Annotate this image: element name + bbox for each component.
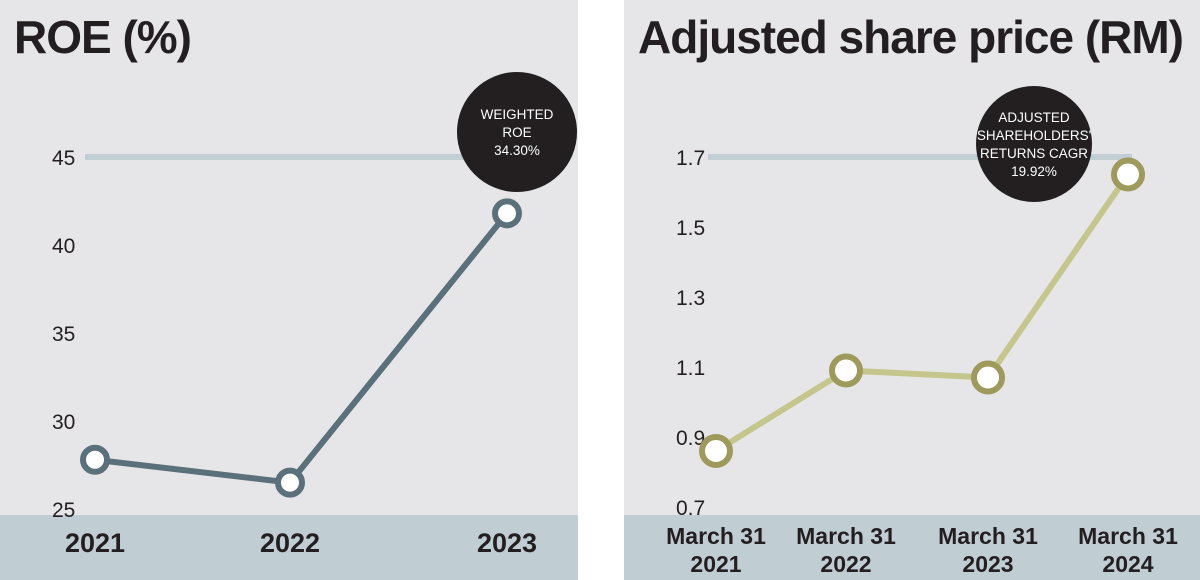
roe-y-tick-label: 25 — [52, 499, 75, 522]
roe-annotation-badge — [457, 72, 577, 192]
share-price-x-tick-label: March 31 — [796, 523, 896, 549]
share-price-annotation-badge — [976, 86, 1092, 202]
roe-y-tick-label: 35 — [52, 323, 75, 346]
share-price-series-line — [714, 172, 1131, 454]
share-price-data-point — [971, 360, 1005, 395]
roe-x-tick-label: 2023 — [477, 528, 537, 558]
roe-annotation-text: ROE — [502, 125, 531, 140]
roe-chart-plot: 25 30 35 40 45 2021 2022 2023 WEIGHTED ROE 34.30% — [52, 72, 577, 558]
share-price-x-tick-label: March 31 — [666, 523, 766, 549]
share-price-x-tick-label: March 31 — [1078, 523, 1178, 549]
share-price-data-point — [829, 353, 863, 388]
share-price-y-tick-label: 1.5 — [676, 217, 705, 240]
share-price-y-tick-label: 1.3 — [676, 287, 705, 310]
roe-y-tick-label: 30 — [52, 411, 75, 434]
roe-y-tick-label: 40 — [52, 235, 75, 258]
share-price-data-point — [1111, 157, 1145, 192]
roe-x-tick-label: 2021 — [65, 528, 125, 558]
share-price-chart-title: Adjusted share price (RM) — [638, 11, 1184, 63]
roe-series-line — [94, 211, 510, 486]
share-price-annotation-text: RETURNS CAGR — [980, 146, 1088, 161]
share-price-y-tick-label: 0.7 — [676, 497, 705, 520]
roe-x-tick-label: 2022 — [260, 528, 320, 558]
roe-y-tick-label: 45 — [52, 147, 75, 170]
share-price-x-tick-label: 2024 — [1102, 551, 1153, 577]
roe-x-axis-band — [0, 515, 578, 580]
share-price-x-tick-label: 2023 — [962, 551, 1013, 577]
roe-annotation-text: WEIGHTED — [481, 107, 554, 122]
roe-data-point — [80, 444, 110, 475]
share-price-annotation-text: 19.92% — [1011, 164, 1057, 179]
share-price-annotation-text: ADJUSTED — [998, 110, 1070, 125]
share-price-y-tick-label: 0.9 — [676, 427, 705, 450]
share-price-y-tick-label: 1.7 — [676, 147, 705, 170]
roe-chart-panel: ROE (%) 25 30 35 40 45 2021 2022 2023 WEIGHTED RO… — [0, 0, 578, 580]
roe-annotation-text: 34.30% — [494, 143, 540, 158]
share-price-x-tick-label: 2022 — [820, 551, 871, 577]
share-price-annotation-text: SHAREHOLDERS' — [977, 128, 1091, 143]
share-price-x-tick-label: March 31 — [938, 523, 1038, 549]
share-price-x-axis-band — [624, 515, 1200, 580]
share-price-y-tick-label: 1.1 — [676, 357, 705, 380]
roe-data-point — [492, 198, 522, 229]
roe-data-point — [275, 467, 305, 498]
roe-chart-title: ROE (%) — [14, 11, 192, 63]
share-price-chart-panel: Adjusted share price (RM) 0.7 0.9 1.1 1.3 1.… — [624, 0, 1200, 580]
share-price-x-tick-label: 2021 — [690, 551, 741, 577]
share-price-data-point — [699, 434, 733, 468]
